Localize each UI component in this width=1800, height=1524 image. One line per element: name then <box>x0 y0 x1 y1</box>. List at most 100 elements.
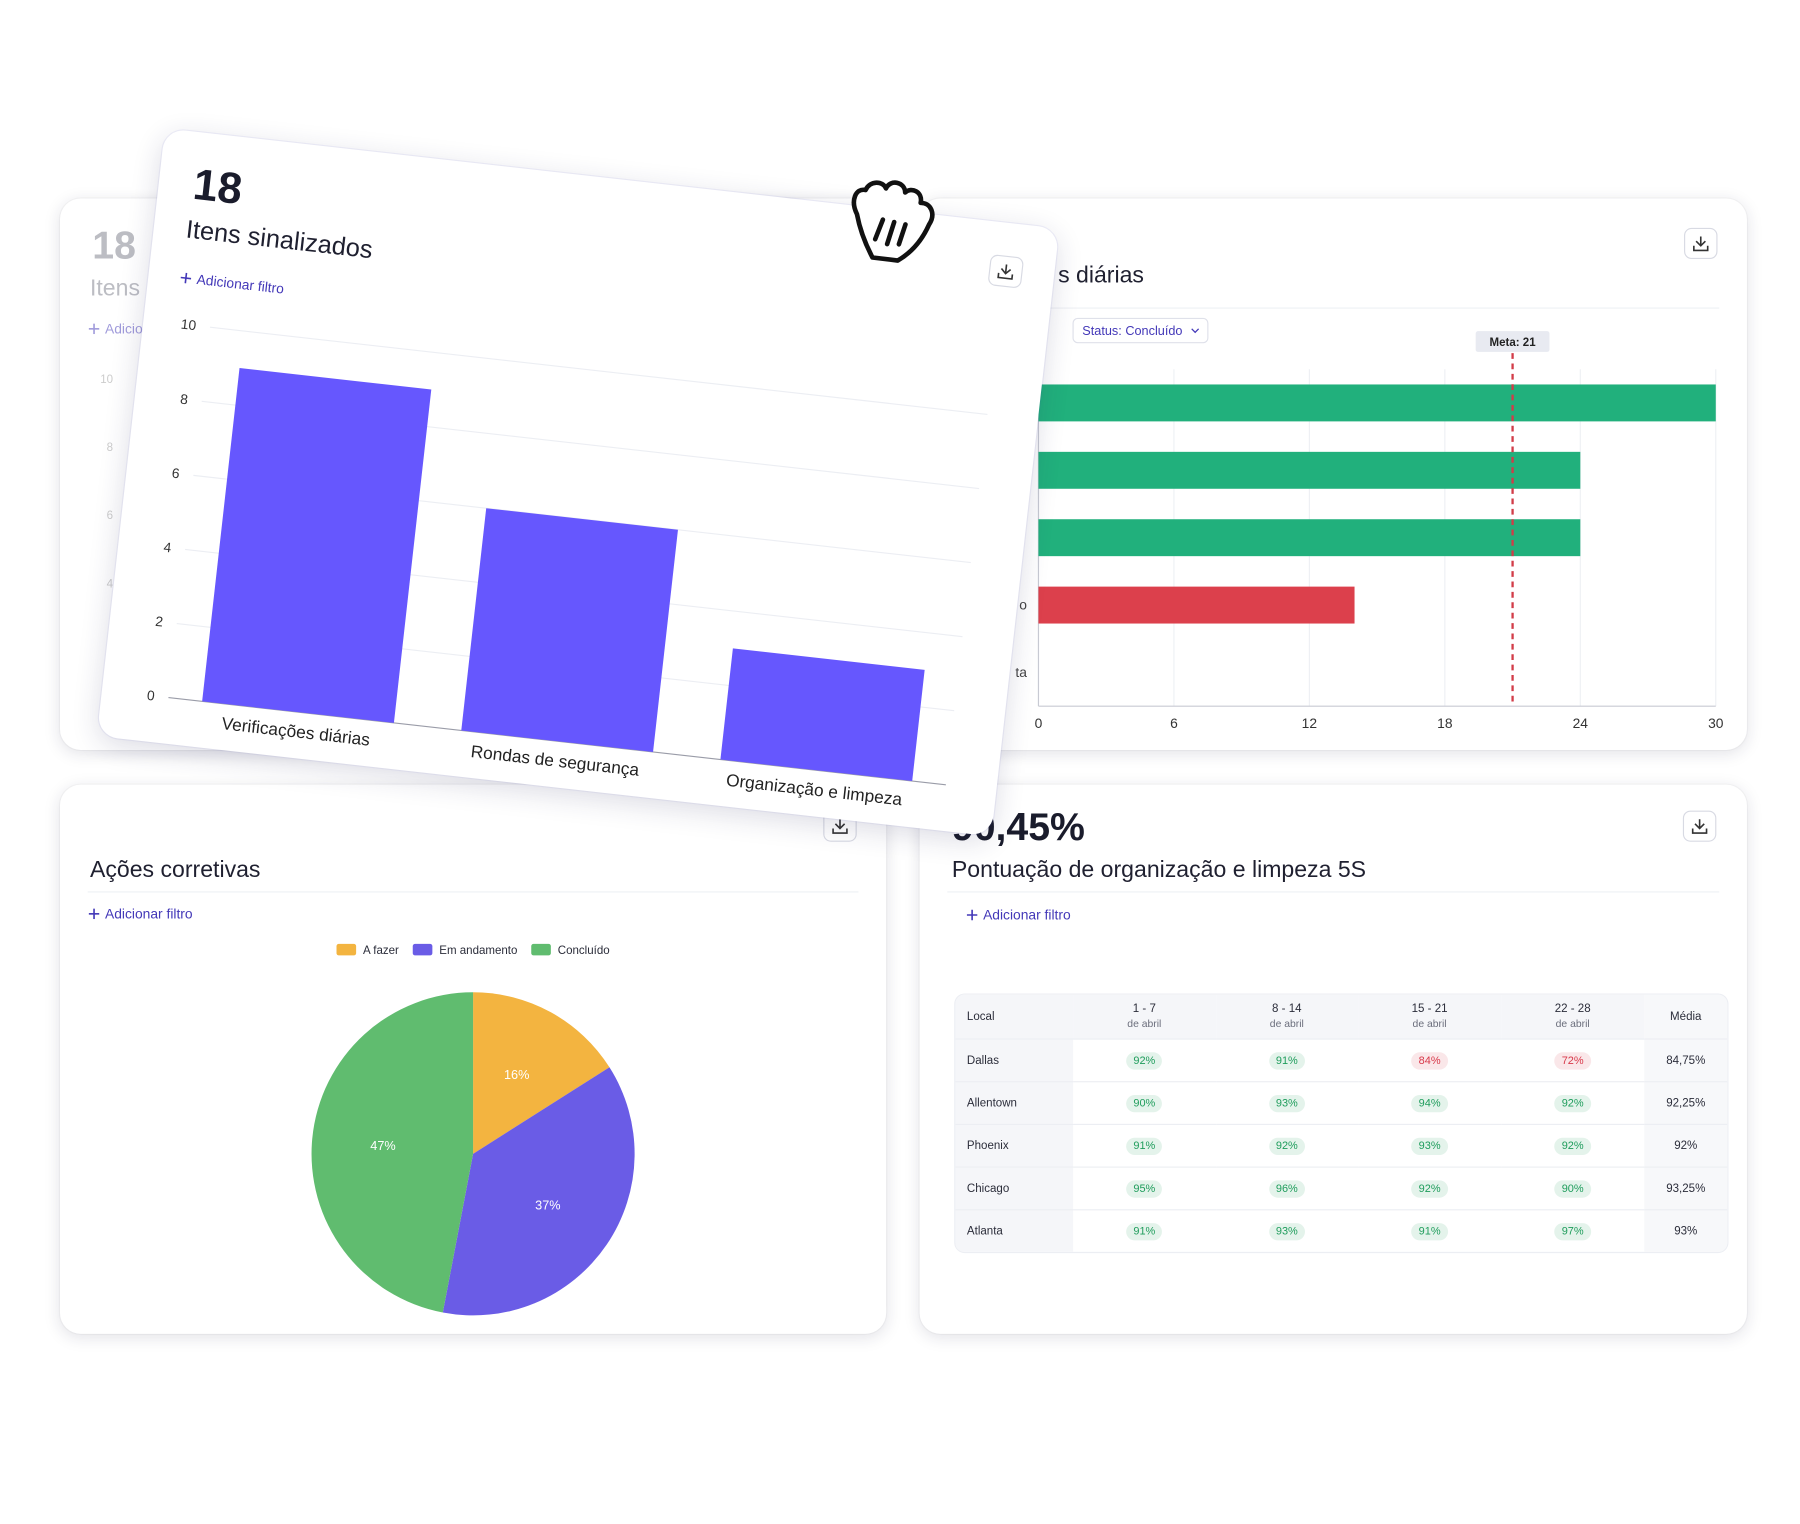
hbar-chart: s diárias Status: Concluído 0 6 12 18 24 30 o ta M… <box>947 227 1724 731</box>
table-cell: 92% <box>1215 1124 1359 1168</box>
table-row: Atlanta 91% 93% 91% 97% 93% <box>955 1209 1728 1252</box>
status-filter-box <box>1072 317 1209 344</box>
table-cell: 94% <box>1358 1081 1502 1125</box>
card-flagged-items[interactable]: 18 Itens sinalizados Adicionar filtro 0 2 4 6 8… <box>96 128 1060 837</box>
score-badge: 72% <box>1554 1051 1591 1070</box>
x-tick-label: 0 <box>1035 715 1043 731</box>
card-title: s diárias <box>1058 262 1144 288</box>
cell-text: Phoenix <box>966 1139 1009 1153</box>
score-badge: 90% <box>1126 1094 1163 1112</box>
score-badge: 91% <box>1126 1137 1163 1155</box>
download-button[interactable] <box>1684 227 1718 260</box>
table-cell: Allentown <box>955 1081 1074 1125</box>
x-tick-label: 12 <box>1302 715 1317 731</box>
table-row: Dallas 92% 91% 84% 72% 84,75% <box>955 1039 1728 1083</box>
table-cell: Atlanta <box>955 1209 1074 1252</box>
filter-link[interactable]: Adicionar filtro <box>983 907 1071 923</box>
y-tick-label: 0 <box>146 687 156 704</box>
plus-icon <box>88 908 100 920</box>
filter-link[interactable]: Adicionar filtro <box>196 271 285 297</box>
card-daily-checks: s diárias Status: Concluído 0 6 12 18 24 30 o ta M… <box>919 198 1747 750</box>
table-cell: Dallas <box>955 1039 1074 1083</box>
chevron <box>1191 328 1200 334</box>
cell-text: 92,25% <box>1666 1096 1706 1110</box>
table-row: Chicago 95% 96% 92% 90% 93,25% <box>955 1167 1728 1211</box>
table-cell: 92% <box>1073 1039 1216 1083</box>
y-tick-label: o <box>1019 597 1027 613</box>
x-tick-label: 24 <box>1573 715 1589 731</box>
pie-chart: Ações corretivas Adicionar filtro A fazer E… <box>87 810 859 1316</box>
column-subtitle: de abril <box>1269 1017 1304 1030</box>
table-row: Phoenix 91% 92% 93% 92% 92% <box>955 1124 1728 1168</box>
legend-swatch <box>531 943 551 956</box>
table-cell: 93% <box>1216 1210 1359 1252</box>
y-tick-label: 10 <box>100 374 113 386</box>
cell-text: Chicago <box>966 1182 1010 1195</box>
y-tick-label: 10 <box>180 316 197 334</box>
column-subtitle: de abril <box>1412 1017 1447 1030</box>
table-cell: 91% <box>1073 1124 1216 1168</box>
column-title: 1 - 7 <box>1132 1002 1156 1016</box>
table-cell: 92% <box>1501 1081 1645 1125</box>
score-badge: 93% <box>1268 1222 1305 1240</box>
column-header: 1 - 7 de abril <box>1073 994 1216 1040</box>
table-cell: 95% <box>1073 1167 1216 1211</box>
grid-line <box>209 326 988 416</box>
bar <box>202 368 432 723</box>
score-badge: 91% <box>1411 1222 1448 1240</box>
download-button[interactable] <box>988 254 1024 288</box>
kpi-value: 18 <box>191 160 245 214</box>
x-tick-label: 18 <box>1437 715 1453 731</box>
cell-text: 93% <box>1674 1224 1698 1238</box>
download-button[interactable] <box>1682 810 1717 842</box>
card-title: Ações corretivas <box>90 856 260 882</box>
legend-label: A fazer <box>363 945 399 957</box>
cell-text: Dallas <box>966 1054 999 1067</box>
legend: A fazer Em andamento Concluído <box>336 943 610 957</box>
y-tick-label: 6 <box>171 465 181 482</box>
score-badge: 96% <box>1268 1179 1305 1198</box>
table-cell: 90% <box>1073 1081 1216 1125</box>
table-cell: 92% <box>1644 1124 1728 1168</box>
table-body: Dallas 92% 91% 84% 72% 84,75% Allentown 90% 93% 9… <box>955 1039 1728 1252</box>
score-badge: 97% <box>1554 1222 1591 1240</box>
table-cell: 84% <box>1358 1039 1502 1083</box>
table-cell: 72% <box>1501 1039 1645 1083</box>
table-cell: 96% <box>1215 1167 1359 1211</box>
column-header: 8 - 14 de abril <box>1215 994 1359 1040</box>
cell-text: Allentown <box>966 1096 1017 1110</box>
card-5s-score: 90,45% Pontuação de organização e limpeza… <box>919 784 1747 1334</box>
bar <box>1038 519 1581 557</box>
pie-slice <box>311 992 474 1313</box>
slice-label: 16% <box>504 1068 529 1082</box>
y-tick-label: 6 <box>107 510 113 522</box>
column-subtitle: de abril <box>1127 1017 1162 1030</box>
pie-slice <box>473 992 610 1154</box>
score-badge: 92% <box>1554 1137 1591 1155</box>
card-title: Pontuação de organização e limpeza 5S <box>952 856 1366 882</box>
score-badge: 90% <box>1554 1179 1591 1198</box>
column-title: Média <box>1670 1010 1702 1023</box>
status-filter[interactable]: Status: Concluído <box>1072 317 1209 344</box>
table-cell: 97% <box>1501 1210 1644 1252</box>
table-cell: 93% <box>1358 1124 1502 1168</box>
column-title: 8 - 14 <box>1272 1002 1302 1016</box>
pie-slice <box>442 1067 635 1316</box>
legend-swatch <box>412 943 433 956</box>
score-badge: 91% <box>1268 1051 1305 1070</box>
table-cell: 93% <box>1644 1209 1728 1252</box>
plus-icon <box>88 323 100 335</box>
y-tick-label: 2 <box>154 613 163 630</box>
y-tick-label: 8 <box>179 391 189 408</box>
score-badge: 92% <box>1411 1179 1448 1198</box>
column-subtitle: de abril <box>1555 1017 1590 1030</box>
score-badge: 92% <box>1268 1137 1305 1155</box>
download-icon <box>832 819 848 834</box>
filter-link[interactable]: Adicionar filtro <box>105 905 193 921</box>
y-tick-label: 8 <box>107 442 113 454</box>
table-cell: Chicago <box>955 1167 1074 1211</box>
table-cell: 93% <box>1215 1081 1359 1125</box>
